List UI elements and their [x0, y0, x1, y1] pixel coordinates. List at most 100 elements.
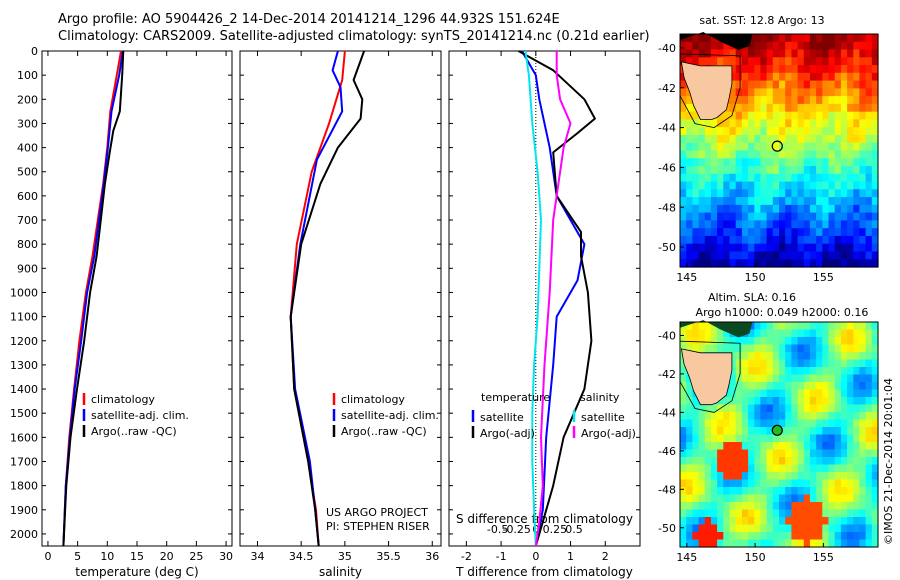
panel-annotation: US ARGO PROJECT — [326, 506, 428, 519]
x-tick-label-difference: 0 — [532, 550, 539, 563]
map-y-tick-label: -46 — [658, 445, 676, 458]
y-tick-label: 900 — [17, 262, 38, 275]
map-frame-sst_map — [679, 33, 879, 268]
map-x-tick-label: 150 — [745, 271, 766, 284]
x-tick-label-difference: 1 — [567, 550, 574, 563]
x-tick-label-temperature: 5 — [74, 550, 81, 563]
x-axis-label-difference: T difference from climatology — [455, 565, 633, 579]
x-tick-label-top: -0.25 — [502, 523, 530, 536]
y-tick-label: 1300 — [10, 359, 38, 372]
series-line-s-satellite — [524, 50, 542, 547]
x-tick-label-temperature: 0 — [44, 550, 51, 563]
map-y-tick-label: -40 — [658, 42, 676, 55]
series-line-s-argo-adj- — [534, 51, 572, 547]
figure-title-line1: Argo profile: AO 5904426_2 14-Dec-2014 2… — [58, 12, 560, 27]
series-line-t-satellite — [521, 50, 586, 547]
y-tick-label: 1400 — [10, 383, 38, 396]
legend-label: satellite-adj. clim. — [341, 409, 439, 422]
y-tick-label: 1900 — [10, 504, 38, 517]
y-tick-label: 1100 — [10, 311, 38, 324]
y-tick-label: 100 — [17, 69, 38, 82]
legend-label: satellite-adj. clim. — [91, 409, 189, 422]
y-tick-label: 1200 — [10, 335, 38, 348]
legend-label: Argo(..raw -QC) — [341, 425, 427, 438]
map-y-tick-label: -46 — [658, 161, 676, 174]
x-tick-label-salinity: 35.5 — [376, 550, 401, 563]
y-tick-label: 200 — [17, 93, 38, 106]
legend-label: climatology — [341, 393, 405, 406]
map-x-tick-label: 155 — [813, 271, 834, 284]
x-tick-label-top: -0.5 — [487, 523, 508, 536]
legend-title-temperature: temperature — [481, 391, 550, 404]
land-tasmania-sla_map — [680, 348, 733, 406]
map-y-tick-label: -42 — [658, 368, 676, 381]
x-tick-label-difference: -1 — [496, 550, 507, 563]
x-tick-label-temperature: 20 — [160, 550, 174, 563]
map-title-sla: Altim. SLA: 0.16 — [708, 291, 796, 304]
map-y-tick-label: -40 — [658, 329, 676, 342]
y-tick-label: 300 — [17, 117, 38, 130]
x-tick-label-temperature: 15 — [130, 550, 144, 563]
credit-text: ©IMOS 21-Dec-2014 20:01:04 — [882, 378, 895, 545]
y-tick-label: 1500 — [10, 407, 38, 420]
x-axis-label-temperature: temperature (deg C) — [75, 565, 198, 579]
y-tick-label: 0 — [31, 45, 38, 58]
map-x-tick-label: 145 — [676, 271, 697, 284]
argo-position-marker-sst_map — [771, 140, 783, 152]
x-tick-label-temperature: 25 — [189, 550, 203, 563]
panel-frame-temperature — [41, 50, 233, 547]
x-tick-label-temperature: 30 — [219, 550, 233, 563]
legend-title-salinity: salinity — [580, 391, 620, 404]
map-x-tick-label: 155 — [813, 551, 834, 564]
legend-label: satellite — [480, 411, 524, 424]
series-line-argo-raw-qc- — [289, 50, 366, 547]
y-tick-label: 700 — [17, 214, 38, 227]
map-y-tick-label: -50 — [658, 241, 676, 254]
x-tick-label-difference: 2 — [602, 550, 609, 563]
map-y-tick-label: -44 — [658, 122, 676, 135]
figure-title-line2: Climatology: CARS2009. Satellite-adjuste… — [58, 29, 650, 44]
map-y-tick-label: -48 — [658, 201, 676, 214]
argo-position-marker-sla_map — [771, 424, 783, 436]
land-mainland-sst_map — [680, 32, 753, 50]
depth-contour-sla_map — [679, 340, 741, 413]
map-y-tick-label: -50 — [658, 522, 676, 535]
x-tick-label-top: 0.5 — [565, 523, 583, 536]
y-tick-label: 1700 — [10, 455, 38, 468]
depth-contour-sst_map — [679, 53, 741, 129]
y-tick-label: 1000 — [10, 286, 38, 299]
x-tick-label-salinity: 34 — [250, 550, 264, 563]
x-tick-label-top: 0.25 — [543, 523, 568, 536]
legend-label: Argo(-adj) — [480, 427, 535, 440]
y-tick-label: 600 — [17, 190, 38, 203]
y-tick-label: 400 — [17, 142, 38, 155]
legend-label: Argo(-adj) — [581, 427, 636, 440]
y-tick-label: 2000 — [10, 528, 38, 541]
map-x-tick-label: 150 — [745, 551, 766, 564]
x-tick-label-salinity: 35 — [338, 550, 352, 563]
x-tick-label-salinity: 36 — [425, 550, 439, 563]
map-y-tick-label: -44 — [658, 406, 676, 419]
map-field-sst_map — [680, 34, 879, 268]
x-tick-label-salinity: 34.5 — [289, 550, 314, 563]
y-tick-label: 500 — [17, 166, 38, 179]
series-line-t-argo-adj- — [518, 50, 596, 547]
map-title-sst: sat. SST: 12.8 Argo: 13 — [699, 14, 824, 27]
map-y-tick-label: -48 — [658, 483, 676, 496]
y-tick-label: 1600 — [10, 431, 38, 444]
legend-label: satellite — [581, 411, 625, 424]
land-tasmania-sst_map — [680, 61, 733, 120]
legend-label: Argo(..raw -QC) — [91, 425, 177, 438]
map-subtitle-sla: Argo h1000: 0.049 h2000: 0.16 — [696, 306, 869, 319]
map-frame-sla_map — [679, 321, 879, 548]
x-tick-label-temperature: 10 — [100, 550, 114, 563]
y-tick-label: 1800 — [10, 480, 38, 493]
panel-annotation: PI: STEPHEN RISER — [326, 520, 430, 533]
land-mainland-sla_map — [680, 320, 753, 338]
y-tick-label: 800 — [17, 238, 38, 251]
panel-frame-salinity — [239, 50, 442, 547]
legend-label: climatology — [91, 393, 155, 406]
series-line-argo-raw-qc- — [62, 50, 125, 547]
map-y-tick-label: -42 — [658, 82, 676, 95]
